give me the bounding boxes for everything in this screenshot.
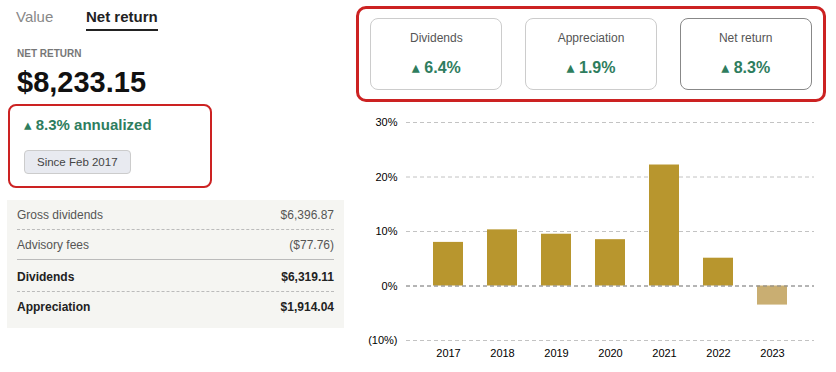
svg-text:10%: 10%	[375, 225, 397, 237]
html-text:▴ 8.3%: ▴ 8.3%	[721, 58, 771, 76]
svg-text:20%: 20%	[375, 171, 397, 183]
html-text:Appreciation: Appreciation	[557, 31, 625, 46]
html-text:▴ 6.4%: ▴ 6.4%	[411, 58, 461, 76]
html-text:Appreciation: Appreciation	[17, 300, 91, 314]
html-text:▴ 1.9%: ▴ 1.9%	[566, 58, 616, 76]
svg-text:2020: 2020	[598, 347, 622, 359]
html-text:Net return: Net return	[86, 8, 158, 25]
html-text:$6,319.11: $6,319.11	[281, 270, 334, 284]
html-text:Since Feb 2017: Since Feb 2017	[37, 156, 118, 168]
html-text:NET RETURN: NET RETURN	[17, 48, 82, 59]
svg-text:(10%): (10%)	[368, 334, 397, 346]
svg-text:0%: 0%	[382, 280, 398, 292]
html-text:Value: Value	[16, 8, 54, 25]
svg-text:2021: 2021	[652, 347, 676, 359]
html-text:$6,396.87: $6,396.87	[280, 208, 334, 222]
html-text:$1,914.04: $1,914.04	[280, 300, 334, 314]
html-text:$8,233.15: $8,233.15	[17, 66, 146, 98]
svg-text:2023: 2023	[760, 347, 784, 359]
html-text:Net return: Net return	[719, 31, 773, 46]
html-text:Gross dividends: Gross dividends	[17, 208, 103, 222]
svg-text:2022: 2022	[706, 347, 730, 359]
svg-text:2019: 2019	[544, 347, 568, 359]
html-text:($77.76): ($77.76)	[289, 238, 334, 252]
html-text:Dividends: Dividends	[410, 31, 463, 46]
html-text:Dividends: Dividends	[17, 270, 75, 284]
html-text:▴ 8.3% annualized: ▴ 8.3% annualized	[24, 116, 152, 133]
svg-text:2017: 2017	[436, 347, 460, 359]
svg-text:30%: 30%	[375, 116, 397, 128]
svg-text:2018: 2018	[490, 347, 514, 359]
html-text:Advisory fees: Advisory fees	[17, 238, 89, 252]
